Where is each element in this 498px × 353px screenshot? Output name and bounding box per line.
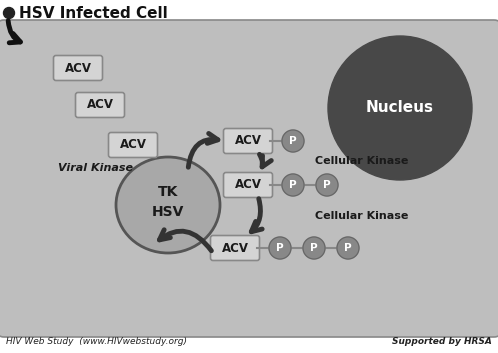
Text: ACV: ACV <box>235 179 261 191</box>
Text: P: P <box>289 136 297 146</box>
Circle shape <box>328 36 472 180</box>
Circle shape <box>337 237 359 259</box>
FancyBboxPatch shape <box>76 92 124 118</box>
Text: P: P <box>323 180 331 190</box>
FancyBboxPatch shape <box>211 235 259 261</box>
Text: Supported by HRSA: Supported by HRSA <box>392 337 492 347</box>
FancyBboxPatch shape <box>224 173 272 197</box>
Text: ACV: ACV <box>65 61 92 74</box>
Circle shape <box>3 7 14 18</box>
FancyBboxPatch shape <box>109 132 157 157</box>
Text: HSV Infected Cell: HSV Infected Cell <box>19 6 168 20</box>
FancyBboxPatch shape <box>0 0 498 26</box>
Text: P: P <box>276 243 284 253</box>
Circle shape <box>316 174 338 196</box>
Text: ACV: ACV <box>87 98 114 112</box>
Text: P: P <box>289 180 297 190</box>
Circle shape <box>269 237 291 259</box>
Circle shape <box>282 174 304 196</box>
Text: ACV: ACV <box>222 241 249 255</box>
Text: P: P <box>344 243 352 253</box>
Circle shape <box>303 237 325 259</box>
Text: P: P <box>310 243 318 253</box>
Ellipse shape <box>116 157 220 253</box>
Text: Cellular Kinase: Cellular Kinase <box>315 211 408 221</box>
Text: Viral Kinase: Viral Kinase <box>58 163 133 173</box>
Text: Cellular Kinase: Cellular Kinase <box>315 156 408 166</box>
Text: TK
HSV: TK HSV <box>152 185 184 219</box>
Circle shape <box>282 130 304 152</box>
Text: Nucleus: Nucleus <box>366 101 434 115</box>
FancyBboxPatch shape <box>0 20 498 337</box>
Text: ACV: ACV <box>235 134 261 148</box>
FancyBboxPatch shape <box>0 331 498 353</box>
Text: ACV: ACV <box>120 138 146 151</box>
Text: HIV Web Study  (www.HIVwebstudy.org): HIV Web Study (www.HIVwebstudy.org) <box>6 337 187 347</box>
FancyBboxPatch shape <box>224 128 272 154</box>
FancyBboxPatch shape <box>53 55 103 80</box>
